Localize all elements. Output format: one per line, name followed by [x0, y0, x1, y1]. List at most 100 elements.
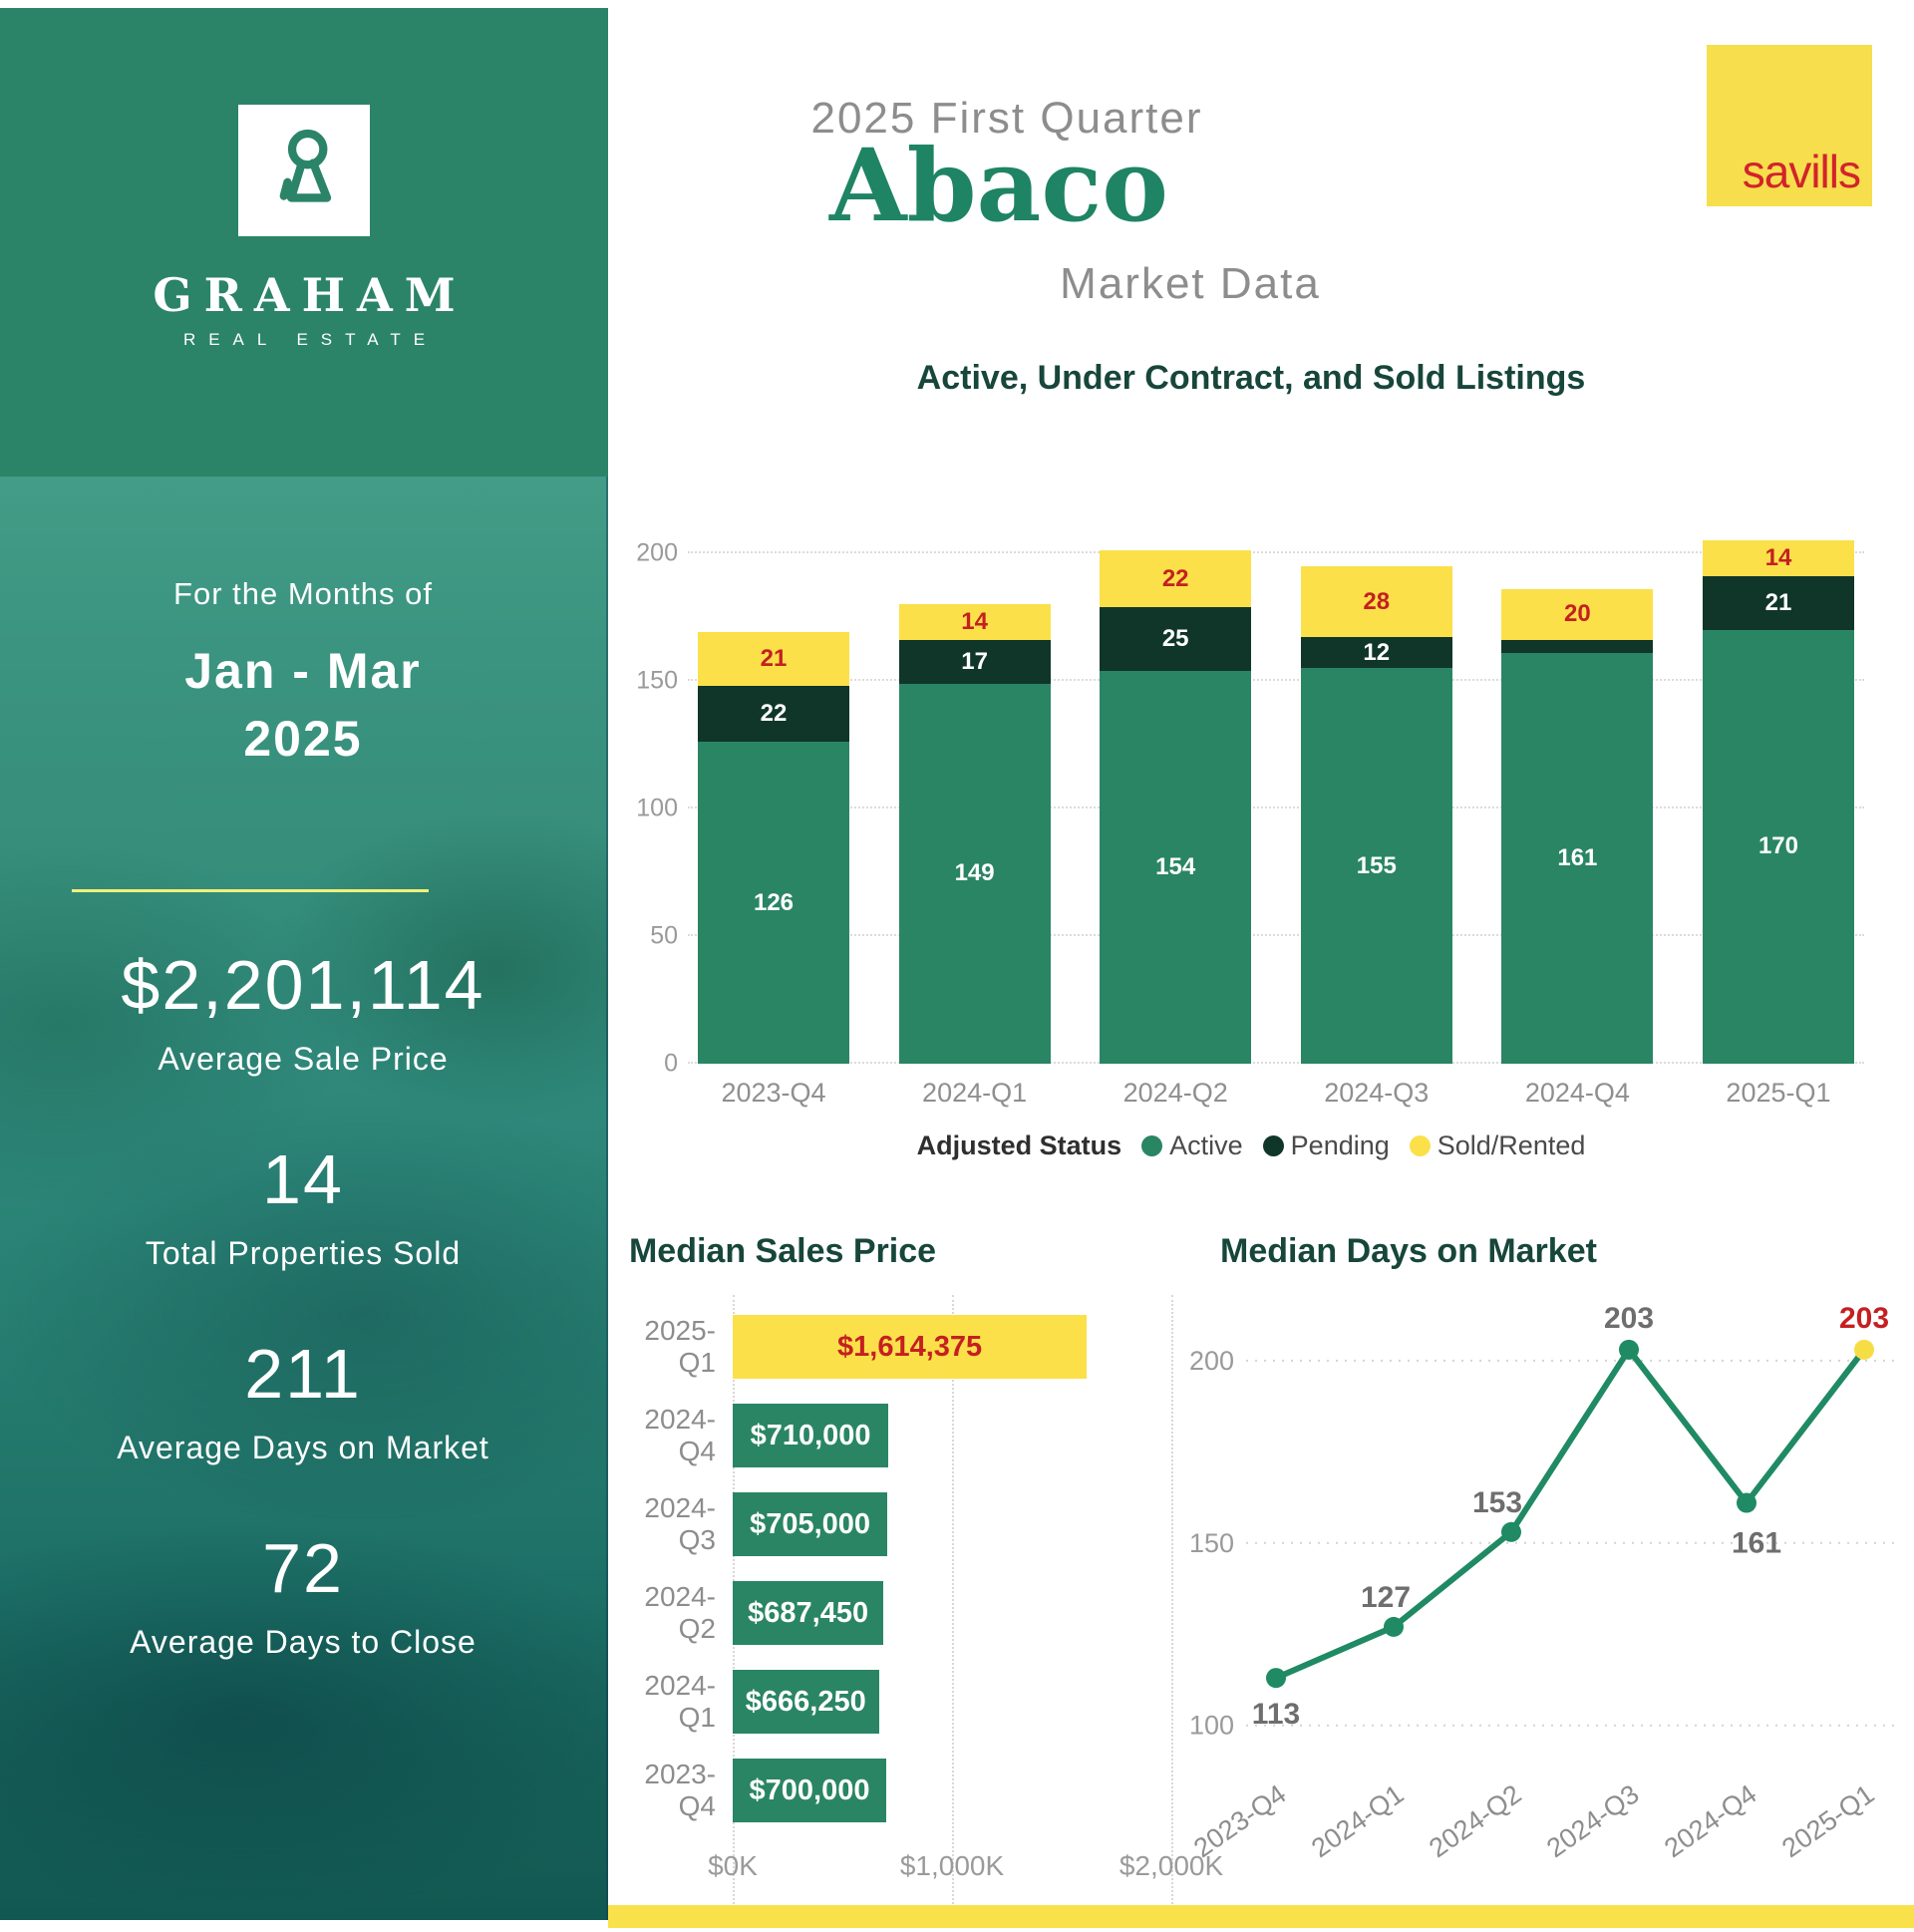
x-axis-label: 2024-Q4 — [1659, 1778, 1761, 1863]
gridline: 150 — [636, 667, 1864, 695]
data-point — [1384, 1616, 1404, 1637]
bar: $1,614,375 — [733, 1315, 1088, 1379]
x-axis-label: 2024-Q4 — [1524, 1078, 1630, 1108]
bar-value-label: 154 — [1155, 852, 1196, 880]
bar-column: 28 12 155 — [1300, 565, 1452, 1064]
x-axis-label: 2023-Q4 — [721, 1078, 826, 1108]
period-year: 2025 — [243, 711, 363, 767]
gridline: 0 — [664, 1050, 1864, 1078]
x-axis-label: 2025-Q1 — [1726, 1078, 1831, 1108]
gridline: 100 — [636, 795, 1864, 822]
category-label: 2025-Q1 — [644, 1315, 716, 1378]
bar-segment-active: 161 — [1501, 652, 1654, 1064]
x-axis-tick: $1,000K — [899, 1850, 1005, 1881]
stat-value: $2,201,114 — [121, 946, 485, 1024]
bar-column: 22 25 154 — [1100, 550, 1252, 1064]
stat-value: 211 — [244, 1335, 362, 1413]
data-point — [1737, 1492, 1756, 1513]
gridline: 50 — [650, 922, 1864, 950]
keyhole-icon — [258, 123, 350, 219]
stat-block: 211 Average Days on Market — [117, 1334, 489, 1466]
median-sales-price-chart: Median Sales Price 2025-Q1 $1,614,375 2024… — [608, 1232, 1223, 1908]
bar-segment-active: 170 — [1702, 629, 1854, 1064]
bar-value-label: 12 — [1363, 638, 1391, 666]
bar-segment-active: 126 — [698, 742, 849, 1064]
bar-segment-soldrented: 21 — [698, 632, 849, 687]
bar-column: 14 21 170 — [1702, 540, 1854, 1064]
bar-value-label: 126 — [753, 888, 795, 916]
y-axis-tick: 0 — [664, 1049, 678, 1078]
bar-column: 21 22 126 — [698, 632, 849, 1064]
bar-segment-soldrented: 20 — [1501, 588, 1654, 641]
gridline: 200 — [636, 539, 1864, 567]
data-point — [1266, 1668, 1286, 1689]
median-sales-price-plot: 2025-Q1 $1,614,375 2024-Q4 $710,000 2024-Q3 $… — [644, 1295, 1223, 1908]
stat-label: Average Days on Market — [117, 1430, 489, 1465]
bar: $700,000 — [733, 1759, 886, 1822]
bar-value-label: 28 — [1363, 587, 1391, 615]
data-point-label: 203 — [1839, 1302, 1889, 1335]
bar-row: 2024-Q2 $687,450 — [644, 1581, 1171, 1645]
x-axis-tick: $2,000K — [1118, 1850, 1224, 1881]
bar-value-label: 161 — [1557, 843, 1598, 871]
brand-logo — [238, 105, 370, 236]
data-point-label: 153 — [1472, 1486, 1522, 1519]
bar: $687,450 — [733, 1581, 884, 1645]
x-axis-label: 2023-Q4 — [1188, 1778, 1291, 1863]
savills-logo: savills — [1707, 45, 1872, 206]
data-point — [1854, 1339, 1874, 1360]
x-axis-label: 2024-Q2 — [1122, 1078, 1228, 1108]
y-axis-tick: 50 — [650, 921, 678, 950]
trend-line — [1274, 1346, 1867, 1681]
category-label: 2024-Q4 — [644, 1404, 716, 1466]
bar-segment-soldrented: 14 — [1702, 540, 1854, 577]
bar-value-label: 22 — [1161, 564, 1189, 592]
legend-title: Adjusted Status — [916, 1130, 1122, 1160]
data-point-label: 113 — [1252, 1698, 1300, 1731]
category-label: 2023-Q4 — [644, 1759, 716, 1821]
x-axis-label: 2024-Q1 — [1306, 1778, 1409, 1863]
bar-segment-pending: 17 — [898, 640, 1051, 684]
footer-accent-bar — [608, 1905, 1914, 1928]
y-axis-tick: 150 — [1189, 1528, 1234, 1558]
savills-wordmark: savills — [1742, 146, 1861, 197]
bar-segment-pending: 12 — [1300, 637, 1452, 669]
bar-row: 2024-Q4 $710,000 — [644, 1404, 1171, 1467]
stat-block: 14 Total Properties Sold — [146, 1139, 461, 1272]
y-axis-tick: 150 — [636, 666, 678, 695]
bar-segment-active: 149 — [898, 683, 1051, 1064]
brand-name: GRAHAM — [153, 268, 468, 322]
bar-row: 2024-Q3 $705,000 — [644, 1492, 1171, 1556]
bar-value-label: 22 — [760, 700, 788, 728]
gridline — [1171, 1295, 1173, 1908]
bar: $705,000 — [733, 1492, 888, 1556]
bar: $666,250 — [733, 1670, 879, 1734]
bar-value-label: 21 — [1764, 588, 1792, 616]
page-subtitle: Market Data — [1060, 259, 1321, 308]
main-content: 2025 First Quarter Abaco Market Data sav… — [608, 8, 1914, 1920]
bar-value-label: 21 — [760, 645, 788, 673]
bar-row: 2024-Q1 $666,250 — [644, 1670, 1171, 1734]
bar-value-label: 170 — [1757, 832, 1798, 860]
bar-segment-active: 154 — [1100, 670, 1252, 1064]
stacked-bar-plot: 0 50 100 150 200 21 22 126 14 17 149 22 25 154 28 12 155… — [636, 439, 1864, 1078]
median-days-chart: Median Days on Market 100 150 200 113 127 153… — [1176, 1232, 1914, 1873]
x-axis: $0K $1,000K $2,000K — [708, 1850, 1223, 1892]
bar-segment-soldrented: 14 — [898, 604, 1051, 641]
bar-row: 2025-Q1 $1,614,375 — [644, 1315, 1171, 1379]
legend-label: Active — [1169, 1130, 1243, 1160]
legend-label: Sold/Rented — [1436, 1130, 1586, 1160]
data-point — [1501, 1521, 1521, 1542]
stat-block: $2,201,114 Average Sale Price — [121, 945, 484, 1078]
bar-value-label: 149 — [954, 859, 995, 887]
stat-label: Average Sale Price — [158, 1041, 449, 1077]
period-range: Jan - Mar — [184, 643, 422, 699]
stacked-bar-x-axis: 2023-Q4 2024-Q1 2024-Q2 2024-Q3 2024-Q4 2025-… — [688, 1078, 1864, 1109]
data-point-label: 203 — [1604, 1302, 1654, 1335]
data-point-label: 127 — [1361, 1581, 1411, 1614]
legend-item: Pending — [1262, 1130, 1390, 1161]
brand-block: GRAHAM REAL ESTATE — [0, 8, 608, 477]
category-label: 2024-Q3 — [644, 1492, 716, 1555]
bar-segment-soldrented: 28 — [1300, 565, 1452, 638]
y-axis-tick: 200 — [636, 538, 678, 567]
